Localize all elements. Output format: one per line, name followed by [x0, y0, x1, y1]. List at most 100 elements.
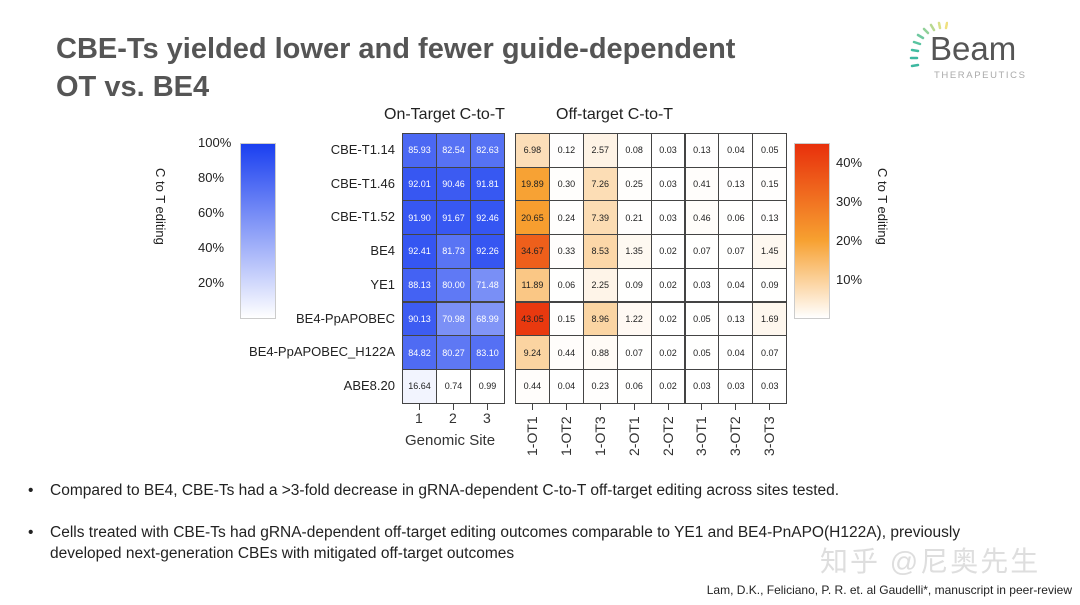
- heatmap-cell-on-target: 88.13: [402, 267, 437, 303]
- logo-arc-icon: [909, 21, 948, 68]
- heatmap-cell-on-target: 92.46: [470, 200, 505, 236]
- heatmap-cell-on-target: 84.82: [402, 335, 437, 370]
- heatmap-cell-off-target: 19.89: [515, 166, 550, 202]
- heatmap-cell-off-target: 0.12: [548, 133, 584, 168]
- heatmap-cell-off-target: 0.04: [718, 133, 754, 168]
- heatmap-cell-on-target: 70.98: [436, 301, 471, 337]
- row-label: CBE-T1.52: [330, 209, 395, 225]
- heatmap-cell-off-target: 1.35: [616, 234, 652, 269]
- heatmap-cell-off-target: 0.30: [548, 166, 584, 202]
- x-tick-label: 2-OT2: [659, 416, 676, 456]
- watermark: 知乎 @尼奥先生: [820, 546, 1041, 577]
- heatmap-cell-off-target: 0.06: [616, 368, 652, 404]
- heatmap-cell-off-target: 0.13: [718, 301, 754, 337]
- heatmap-cell-off-target: 0.06: [548, 267, 584, 303]
- heatmap-cell-off-target: 34.67: [515, 234, 550, 269]
- beam-logo: Beam THERAPEUTICS: [908, 18, 1058, 88]
- row-label: BE4-PpAPOBEC_H122A: [249, 344, 395, 360]
- heatmap-cell-off-target: 0.46: [684, 200, 720, 236]
- x-tick-mark: [735, 403, 737, 410]
- heatmap-cell-off-target: 0.13: [718, 166, 754, 202]
- heatmap-cell-on-target: 91.67: [436, 200, 471, 236]
- heatmap-cell-off-target: 0.13: [684, 133, 720, 168]
- colorbar-tick-label: 20%: [198, 275, 225, 290]
- heatmap-cell-off-target: 0.44: [515, 368, 550, 404]
- row-label: BE4-PpAPOBEC: [296, 310, 395, 326]
- heatmap-cell-off-target: 0.05: [752, 133, 788, 168]
- heatmap-cell-on-target: 81.73: [436, 234, 471, 269]
- x-tick-label: 1-OT1: [523, 416, 540, 456]
- heatmap-cell-on-target: 80.00: [436, 267, 471, 303]
- x-tick-mark: [599, 403, 601, 410]
- heatmap-cell-off-target: 0.03: [752, 368, 788, 404]
- colorbar-tick-label: 40%: [836, 154, 863, 170]
- colorbar-tick-label: 100%: [198, 135, 232, 150]
- x-tick-mark: [453, 403, 454, 410]
- title-line-1: CBE-Ts yielded lower and fewer guide-dep…: [56, 33, 736, 65]
- heatmap-cell-off-target: 0.06: [718, 200, 754, 236]
- heatmap-cell-off-target: 20.65: [515, 200, 550, 236]
- heatmap-cell-on-target: 85.93: [402, 133, 437, 168]
- colorbar-tick-label: 20%: [836, 232, 863, 248]
- off-target-title: Off-target C-to-T: [556, 106, 674, 123]
- x-tick-label: 3-OT1: [693, 416, 710, 456]
- heatmap-cell-on-target: 0.99: [470, 368, 505, 404]
- heatmap-cell-off-target: 0.02: [650, 267, 686, 303]
- heatmap-cell-on-target: 0.74: [436, 368, 471, 404]
- colorbar-tick-label: 40%: [198, 240, 225, 255]
- heatmap-cell-off-target: 0.05: [684, 335, 720, 370]
- heatmap-cell-off-target: 7.39: [582, 200, 618, 236]
- heatmap-cell-off-target: 2.25: [582, 267, 618, 303]
- colorbar-label: C to T editing: [153, 168, 168, 245]
- x-tick-mark: [701, 403, 703, 410]
- row-label: ABE8.20: [343, 377, 395, 393]
- colorbar-label: C to T editing: [875, 168, 890, 245]
- heatmap-cell-off-target: 2.57: [582, 133, 618, 168]
- heatmap-cell-on-target: 80.27: [436, 335, 471, 370]
- heatmap-cell-off-target: 0.03: [650, 200, 686, 236]
- logo-wordmark: Beam: [930, 30, 1017, 67]
- heatmap-cell-on-target: 82.54: [436, 133, 471, 168]
- heatmap-cell-off-target: 9.24: [515, 335, 550, 370]
- colorbar-off-target: [794, 143, 830, 319]
- row-label: CBE-T1.46: [330, 175, 395, 191]
- heatmap-cell-off-target: 0.02: [650, 335, 686, 370]
- heatmap-cell-on-target: 91.81: [470, 166, 505, 202]
- heatmap-cell-off-target: 0.03: [650, 133, 686, 168]
- heatmap-cell-off-target: 0.04: [548, 368, 584, 404]
- heatmap-cell-off-target: 0.03: [684, 267, 720, 303]
- heatmap-cell-off-target: 1.45: [752, 234, 788, 269]
- heatmap-cell-off-target: 0.07: [616, 335, 652, 370]
- colorbar-on-target: [240, 143, 276, 319]
- heatmap-cell-off-target: 0.07: [718, 234, 754, 269]
- x-tick-mark: [633, 403, 635, 410]
- heatmap-cell-off-target: 0.08: [616, 133, 652, 168]
- heatmap-cell-off-target: 0.04: [718, 335, 754, 370]
- heatmap-cell-off-target: 0.44: [548, 335, 584, 370]
- heatmap-cell-on-target: 68.99: [470, 301, 505, 337]
- colorbar-tick-label: 80%: [198, 170, 225, 185]
- heatmap-cell-off-target: 0.09: [752, 267, 788, 303]
- heatmap-cell-off-target: 43.05: [515, 301, 550, 337]
- heatmap-cell-off-target: 0.23: [582, 368, 618, 404]
- heatmap-cell-on-target: 91.90: [402, 200, 437, 236]
- heatmap-cell-off-target: 7.26: [582, 166, 618, 202]
- colorbar-tick-label: 60%: [198, 205, 225, 220]
- x-tick-label: 2-OT1: [625, 416, 642, 456]
- heatmap-cell-off-target: 0.09: [616, 267, 652, 303]
- x-axis-label: Genomic Site: [405, 432, 496, 449]
- heatmap-cell-off-target: 0.25: [616, 166, 652, 202]
- heatmap-cell-off-target: 0.02: [650, 368, 686, 404]
- heatmap-cell-off-target: 0.04: [718, 267, 754, 303]
- x-tick-label: 1-OT3: [591, 416, 608, 456]
- x-tick-mark: [487, 403, 488, 410]
- bullet-dot: •: [28, 524, 34, 541]
- heatmap-cell-off-target: 11.89: [515, 267, 550, 303]
- heatmap-cell-off-target: 0.03: [684, 368, 720, 404]
- x-tick-label: 1-OT2: [557, 416, 574, 456]
- heatmap-cell-on-target: 16.64: [402, 368, 437, 404]
- x-tick-mark: [667, 403, 669, 410]
- heatmap-cell-off-target: 0.15: [548, 301, 584, 337]
- heatmap-cell-off-target: 6.98: [515, 133, 550, 168]
- heatmap-cell-off-target: 0.07: [752, 335, 788, 370]
